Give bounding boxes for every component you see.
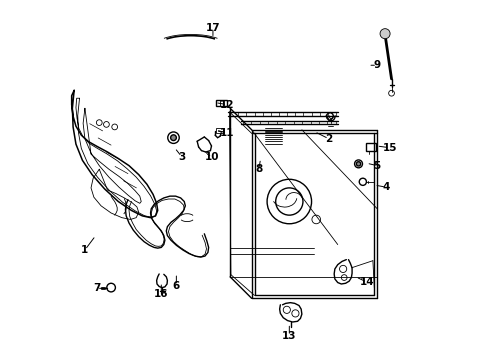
- Text: 13: 13: [282, 331, 296, 341]
- Text: 15: 15: [382, 143, 396, 153]
- Text: 6: 6: [172, 281, 180, 291]
- Text: 1: 1: [81, 245, 88, 255]
- FancyBboxPatch shape: [366, 143, 376, 150]
- Text: 4: 4: [382, 182, 389, 192]
- Text: 12: 12: [220, 100, 234, 110]
- Text: 9: 9: [373, 60, 380, 70]
- Text: 11: 11: [220, 129, 234, 138]
- FancyBboxPatch shape: [215, 100, 227, 106]
- Text: 16: 16: [154, 289, 168, 299]
- Text: 3: 3: [178, 152, 185, 162]
- Text: 7: 7: [93, 283, 100, 293]
- Text: 5: 5: [373, 161, 380, 171]
- FancyBboxPatch shape: [215, 129, 223, 134]
- Circle shape: [170, 135, 176, 140]
- Text: 10: 10: [204, 152, 219, 162]
- Text: 2: 2: [325, 134, 332, 144]
- Text: 14: 14: [359, 277, 374, 287]
- Text: 17: 17: [205, 23, 220, 33]
- Circle shape: [356, 162, 360, 166]
- Text: 8: 8: [255, 164, 262, 174]
- Circle shape: [379, 29, 389, 39]
